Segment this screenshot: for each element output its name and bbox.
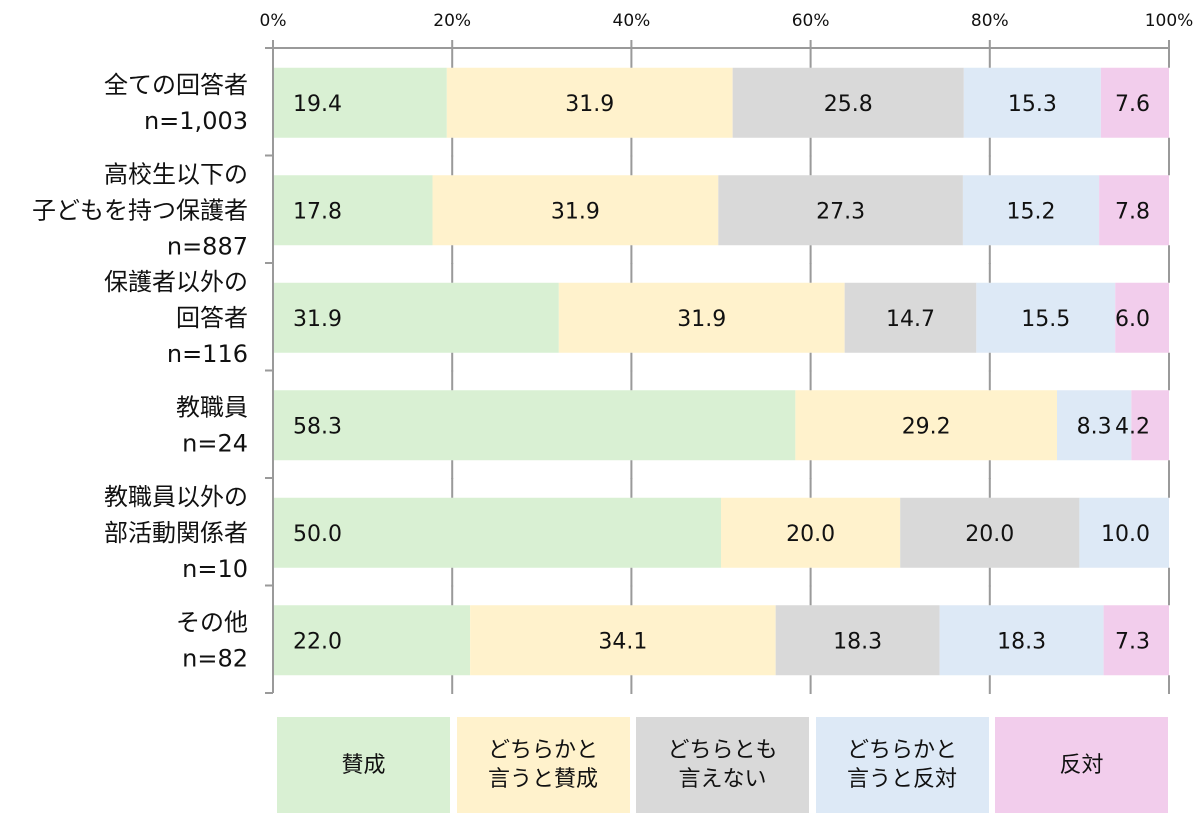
category-label: 保護者以外の回答者 n=116 xyxy=(104,268,248,368)
bar-segment xyxy=(1100,67,1169,138)
bar-segment xyxy=(446,67,733,138)
bar-segment xyxy=(844,282,977,353)
bar-segment xyxy=(273,497,721,568)
data-label: 7.3 xyxy=(1115,629,1150,654)
legend-label: どちらかと 言うと賛成 xyxy=(487,738,598,792)
data-label: 29.2 xyxy=(902,414,951,439)
category-label: 教職員 n=24 xyxy=(176,393,248,457)
bar-segment xyxy=(732,67,964,138)
bar-segment xyxy=(721,497,901,568)
category-label-line: 部活動関係者 xyxy=(104,519,248,547)
bar-segment xyxy=(1099,175,1169,246)
category-label-line: 教職員以外の xyxy=(104,483,248,511)
x-tick-label: 0% xyxy=(260,11,287,31)
bar-segment xyxy=(962,175,1100,246)
data-label: 50.0 xyxy=(293,522,342,547)
bar-segment xyxy=(470,605,776,676)
data-label: 4.2 xyxy=(1115,414,1150,439)
category-label-line: 回答者 xyxy=(176,304,248,332)
category-label-line: 全ての回答者 xyxy=(104,71,248,99)
data-label: 18.3 xyxy=(997,629,1046,654)
legend-item: 賛成 xyxy=(277,717,450,813)
bar-segment xyxy=(718,175,963,246)
x-tick-label: 80% xyxy=(971,11,1009,31)
legend-label: どちらとも 言えない xyxy=(667,738,778,792)
category-label-line: 高校生以下の xyxy=(104,160,248,188)
bar-segment xyxy=(273,67,447,138)
data-label: 34.1 xyxy=(598,629,647,654)
data-label: 14.7 xyxy=(886,307,935,332)
data-label: 31.9 xyxy=(293,307,342,332)
bar-segment xyxy=(273,282,559,353)
legend-item: 反対 xyxy=(995,717,1168,813)
legend-item: どちらかと 言うと賛成 xyxy=(456,717,630,813)
category-label: 高校生以下の子どもを持つ保護者 n=887 xyxy=(32,160,248,260)
bar-segment xyxy=(1103,605,1169,676)
bar-segment xyxy=(939,605,1104,676)
bar-segment xyxy=(1115,282,1169,353)
bar-segment xyxy=(795,390,1057,461)
data-label: 31.9 xyxy=(551,199,600,224)
category-label: 教職員以外の部活動関係者 n=10 xyxy=(104,483,248,583)
bar-segment xyxy=(775,605,940,676)
data-label: 18.3 xyxy=(833,629,882,654)
legend-label: 賛成 xyxy=(341,752,386,778)
data-label: 15.2 xyxy=(1007,199,1056,224)
data-label: 10.0 xyxy=(1101,522,1150,547)
category-label-line: 子どもを持つ保護者 xyxy=(32,196,248,224)
legend-item: どちらとも 言えない xyxy=(636,717,809,813)
data-label: 20.0 xyxy=(965,522,1014,547)
category-label-line: n=887 xyxy=(167,232,248,260)
data-label: 31.9 xyxy=(565,92,614,117)
bar-segment xyxy=(273,175,433,246)
category-label-line: n=82 xyxy=(182,644,248,672)
bar-segment xyxy=(1079,497,1169,568)
x-tick-label: 60% xyxy=(792,11,830,31)
category-label-line: 教職員 xyxy=(176,393,248,421)
data-label: 19.4 xyxy=(293,92,342,117)
category-label: 全ての回答者 n=1,003 xyxy=(104,71,248,135)
bar-segment xyxy=(558,282,845,353)
category-label: その他 n=82 xyxy=(176,608,248,672)
category-label-line: n=10 xyxy=(182,555,248,583)
category-label-line: 保護者以外の xyxy=(104,268,248,296)
bar-segment xyxy=(1131,390,1169,461)
data-label: 15.5 xyxy=(1021,307,1070,332)
bar-segment xyxy=(1057,390,1132,461)
category-label-line: n=24 xyxy=(182,429,248,457)
data-label: 17.8 xyxy=(293,199,342,224)
legend-label: どちらかと 言うと反対 xyxy=(846,738,957,792)
bar-segment xyxy=(976,282,1116,353)
x-tick-label: 40% xyxy=(613,11,651,31)
data-label: 15.3 xyxy=(1008,92,1057,117)
bar-segment xyxy=(432,175,719,246)
data-label: 20.0 xyxy=(786,522,835,547)
data-label: 22.0 xyxy=(293,629,342,654)
x-tick-label: 20% xyxy=(433,11,471,31)
x-tick-label: 100% xyxy=(1145,11,1194,31)
data-label: 31.9 xyxy=(677,307,726,332)
data-label: 25.8 xyxy=(824,92,873,117)
legend-label: 反対 xyxy=(1059,752,1104,778)
data-label: 58.3 xyxy=(293,414,342,439)
bar-segment xyxy=(273,390,796,461)
category-label-line: その他 xyxy=(176,608,248,636)
category-label-line: n=1,003 xyxy=(144,107,248,135)
data-label: 7.6 xyxy=(1115,92,1150,117)
bar-segment xyxy=(900,497,1080,568)
bar-segment xyxy=(273,605,471,676)
data-label: 6.0 xyxy=(1115,307,1150,332)
data-label: 7.8 xyxy=(1115,199,1150,224)
data-label: 8.3 xyxy=(1077,414,1112,439)
legend-item: どちらかと 言うと反対 xyxy=(815,717,989,813)
category-label-line: n=116 xyxy=(167,340,248,368)
data-label: 27.3 xyxy=(816,199,865,224)
bar-segment xyxy=(963,67,1101,138)
